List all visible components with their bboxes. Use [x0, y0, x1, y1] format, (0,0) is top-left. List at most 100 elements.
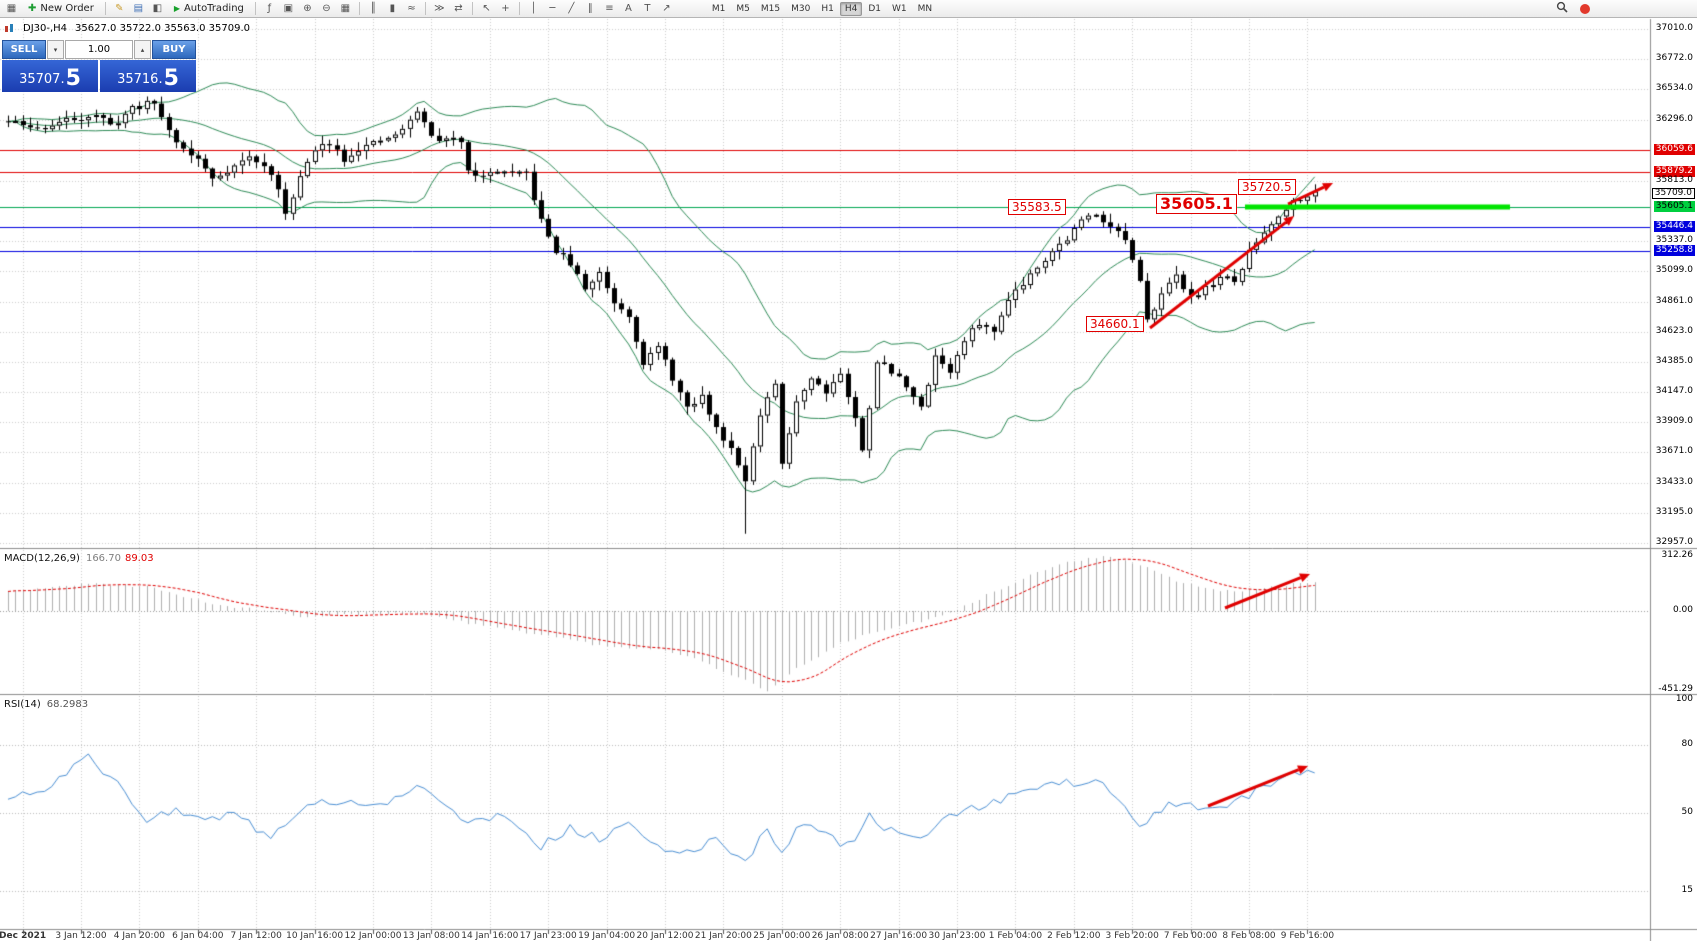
alert-icon[interactable] [1580, 3, 1590, 14]
timeframe-button-h1[interactable]: H1 [821, 3, 834, 14]
volume-increase-button[interactable]: ▴ [134, 40, 151, 59]
navigator-icon[interactable]: ◧ [152, 3, 163, 14]
axis-label: 34385.0 [1655, 355, 1693, 366]
axis-label: 80 [1681, 739, 1693, 749]
vertical-line-tool-icon[interactable]: │ [530, 3, 537, 14]
autotrading-label: AutoTrading [183, 3, 244, 14]
axis-label: -451.29 [1658, 684, 1693, 695]
sell-button[interactable]: SELL [2, 40, 46, 59]
objects-list-icon[interactable]: ▣ [283, 3, 294, 14]
new-chart-icon[interactable]: ▦ [6, 3, 17, 14]
zoom-in-icon[interactable]: ⊕ [303, 3, 312, 14]
time-axis-label: 3 Feb 20:00 [1105, 931, 1159, 941]
sell-price-display[interactable]: 35707. 5 [2, 60, 98, 92]
time-axis-label: 25 Jan 00:00 [753, 931, 811, 941]
toolbar-separator [471, 2, 473, 15]
time-axis-label: 6 Jan 04:00 [172, 931, 224, 941]
time-axis-label: 13 Jan 08:00 [402, 931, 460, 941]
indicators-list-icon[interactable]: ƒ [267, 3, 272, 14]
axis-label: 35813.0 [1655, 174, 1693, 185]
axis-label: 36772.0 [1655, 53, 1693, 64]
time-axis-label: 2 Feb 12:00 [1047, 931, 1101, 941]
macd-signal-value: 89.03 [124, 553, 154, 564]
time-axis-label: 7 Jan 12:00 [230, 931, 282, 941]
timeframe-button-h4[interactable]: H4 [839, 1, 863, 16]
timeframe-button-m1[interactable]: M1 [711, 3, 726, 14]
volume-input[interactable] [65, 40, 133, 59]
candlestick-chart-icon[interactable]: ▮ [389, 3, 396, 14]
axis-label: 33909.0 [1655, 416, 1693, 427]
new-order-icon: ✚ [28, 3, 37, 14]
time-axis-label: 20 Jan 12:00 [636, 931, 694, 941]
tile-windows-icon[interactable]: ▦ [340, 3, 351, 14]
trendline-tool-icon[interactable]: ╱ [568, 3, 575, 14]
timeframe-button-m15[interactable]: M15 [760, 3, 781, 14]
toolbar-separator [518, 2, 520, 15]
new-order-button[interactable]: ✚ New Order [22, 1, 100, 17]
axis-label: 34623.0 [1655, 325, 1693, 336]
channel-tool-icon[interactable]: ∥ [587, 3, 593, 14]
axis-label: 35337.0 [1655, 235, 1693, 246]
chart-header: DJ30-,H4 35627.0 35722.0 35563.0 35709.0 [4, 23, 250, 34]
axis-label: 33671.0 [1655, 446, 1693, 457]
market-watch-icon[interactable]: ▤ [133, 3, 144, 14]
price-annotation-35720[interactable]: 35720.5 [1238, 179, 1296, 195]
axis-label: 35446.4 [1653, 221, 1695, 233]
axis-label: 37010.0 [1655, 23, 1693, 33]
toolbar-right-group [1553, 1, 1590, 16]
timeframe-button-m5[interactable]: M5 [736, 3, 750, 14]
arrows-tool-icon[interactable]: ↗ [662, 3, 671, 14]
autotrading-button[interactable]: ▶ AutoTrading [168, 1, 250, 17]
axis-label: 50 [1681, 806, 1693, 817]
timeframe-button-w1[interactable]: W1 [891, 3, 907, 14]
toolbar-separator [254, 2, 256, 15]
axis-label: 33433.0 [1655, 476, 1693, 487]
one-click-trading-panel: SELL ▾ ▴ BUY 35707.5 35716.5 [2, 40, 196, 92]
buy-price-display[interactable]: 35716. 5 [100, 60, 196, 92]
crosshair-icon[interactable]: + [501, 3, 510, 14]
zoom-out-icon[interactable]: ⊖ [322, 3, 331, 14]
rsi-label: RSI(14) [4, 699, 41, 710]
price-annotation-35583[interactable]: 35583.5 [1008, 199, 1066, 215]
time-axis-label: 14 Jan 16:00 [461, 931, 519, 941]
sell-price-big-digit: 5 [65, 66, 81, 91]
time-axis-label: 8 Feb 08:00 [1222, 931, 1276, 941]
line-chart-icon[interactable]: ≈ [407, 3, 416, 14]
new-order-label: New Order [40, 3, 94, 14]
time-axis-label: 17 Jan 23:00 [519, 931, 577, 941]
chart-symbol-period: DJ30-,H4 [23, 23, 68, 34]
fibonacci-tool-icon[interactable]: ≡ [605, 3, 614, 14]
horizontal-line-tool-icon[interactable]: ─ [549, 3, 556, 14]
price-annotation-35605[interactable]: 35605.1 [1156, 194, 1237, 214]
search-icon[interactable] [1553, 1, 1570, 16]
bar-chart-icon[interactable]: ║ [370, 3, 377, 14]
chart-shift-icon[interactable]: ⇄ [454, 3, 463, 14]
time-axis-label: 12 Jan 00:00 [344, 931, 402, 941]
time-axis-label: 7 Feb 00:00 [1163, 931, 1218, 941]
price-annotation-34660[interactable]: 34660.1 [1086, 316, 1144, 332]
time-axis-label: 4 Jan 20:00 [113, 931, 166, 941]
metaeditor-icon[interactable]: ✎ [115, 3, 124, 14]
time-scale[interactable]: Dec 2021 3 Jan 12:00 4 Jan 20:00 6 Jan 04:0… [0, 931, 1650, 941]
timeframe-button-m30[interactable]: M30 [791, 3, 811, 14]
time-axis-label: 10 Jan 16:00 [286, 931, 344, 941]
auto-scroll-icon[interactable]: ≫ [434, 3, 445, 14]
chart-ohlc-values: 35627.0 35722.0 35563.0 35709.0 [75, 23, 250, 34]
axis-label: 34861.0 [1655, 295, 1693, 306]
buy-button[interactable]: BUY [152, 40, 196, 59]
timeframe-button-d1[interactable]: D1 [868, 3, 881, 14]
timeframe-button-mn[interactable]: MN [917, 3, 933, 14]
text-label-tool-icon[interactable]: T [644, 3, 651, 14]
text-tool-icon[interactable]: A [624, 3, 632, 14]
time-axis-label: 21 Jan 20:00 [694, 931, 752, 941]
time-axis-label: 9 Feb 16:00 [1280, 931, 1335, 941]
toolbar-separator [424, 2, 426, 15]
toolbar-separator [104, 2, 106, 15]
toolbar-separator [358, 2, 360, 15]
chart-icon [5, 23, 13, 32]
price-scale[interactable]: 37010.0 36772.0 36534.0 36296.0 36059.6 35879… [1651, 0, 1697, 941]
sell-price-main: 35707. [19, 72, 65, 87]
volume-dropdown-button[interactable]: ▾ [47, 40, 64, 59]
cursor-icon[interactable]: ↖ [482, 3, 491, 14]
